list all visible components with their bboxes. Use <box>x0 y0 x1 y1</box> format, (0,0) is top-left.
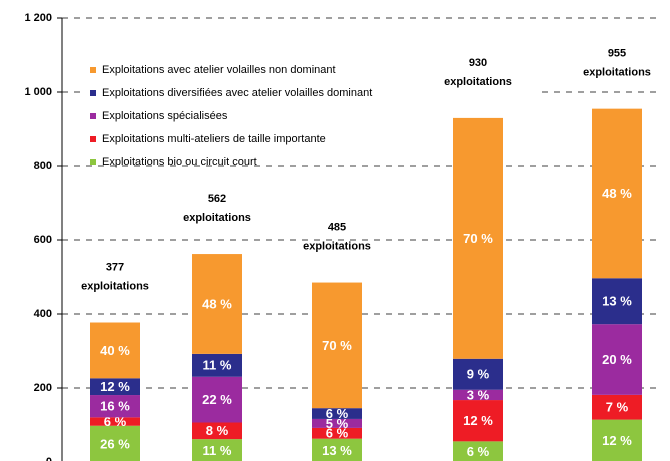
legend-marker <box>90 159 96 165</box>
bar-segment <box>192 254 242 354</box>
y-tick-label: 1 000 <box>24 86 52 98</box>
total-label: 562 <box>208 193 226 205</box>
total-label: 485 <box>328 221 346 233</box>
bar-segment <box>312 282 362 409</box>
total-unit: exploitations <box>81 280 149 292</box>
bar-segment <box>312 427 362 439</box>
total-unit: exploitations <box>444 76 512 88</box>
bar-segment <box>592 324 642 395</box>
bar-segment <box>312 418 362 428</box>
legend-label: Exploitations multi-ateliers de taille i… <box>102 133 326 145</box>
bar-segment <box>90 395 140 418</box>
segment-label: 70 % <box>463 231 493 246</box>
y-tick-label: 200 <box>34 382 52 394</box>
bar-segment <box>90 378 140 396</box>
segment-label: 11 % <box>203 358 232 373</box>
segment-label: 6 % <box>104 414 127 429</box>
segment-label: 20 % <box>602 352 632 367</box>
bar-segment <box>592 278 642 325</box>
y-tick-label: 800 <box>34 160 52 172</box>
segment-label: 22 % <box>202 392 232 407</box>
bar-segment <box>592 419 642 461</box>
segment-label: 48 % <box>202 296 232 311</box>
bar-segment <box>90 417 140 426</box>
segment-label: 12 % <box>463 413 493 428</box>
segment-label: 26 % <box>100 436 130 451</box>
legend-label: Exploitations diversifiées avec atelier … <box>102 87 372 99</box>
bar-segment <box>453 389 503 401</box>
segment-label: 3 % <box>467 387 490 402</box>
legend-label: Exploitations bio ou circuit court <box>102 156 257 168</box>
bar-segment <box>592 394 642 420</box>
segment-label: 6 % <box>467 444 490 459</box>
total-unit: exploitations <box>303 240 371 252</box>
segment-label: 12 % <box>602 433 632 448</box>
bar-segment <box>192 376 242 423</box>
bar-segment <box>90 425 140 461</box>
legend-marker <box>90 136 96 142</box>
segment-label: 11 % <box>203 443 232 458</box>
legend-marker <box>90 67 96 73</box>
segment-label: 13 % <box>322 443 352 458</box>
bar-segment <box>453 441 503 461</box>
segment-label: 16 % <box>100 399 130 414</box>
segment-label: 70 % <box>322 338 352 353</box>
segment-label: 7 % <box>606 400 629 415</box>
y-tick-label: 0 <box>46 456 52 461</box>
legend-marker <box>90 90 96 96</box>
segment-label: 6 % <box>326 426 349 441</box>
segment-label: 13 % <box>602 294 632 309</box>
bar-segment <box>90 322 140 379</box>
total-unit: exploitations <box>583 67 651 79</box>
segment-label: 6 % <box>326 406 349 421</box>
legend-label: Exploitations avec atelier volailles non… <box>102 64 336 76</box>
segment-label: 12 % <box>100 379 130 394</box>
segment-label: 8 % <box>206 423 229 438</box>
legend-label: Exploitations spécialisées <box>102 110 228 122</box>
bar-segment <box>192 353 242 377</box>
bar-segment <box>312 408 362 419</box>
bar-segment <box>312 438 362 461</box>
segment-label: 40 % <box>100 343 130 358</box>
bar-segment <box>453 358 503 390</box>
y-tick-label: 1 200 <box>24 12 52 24</box>
bar-segment <box>192 439 242 461</box>
segment-label: 5 % <box>326 416 349 431</box>
y-tick-label: 400 <box>34 308 52 320</box>
bar-segment <box>453 400 503 442</box>
total-label: 377 <box>106 261 124 273</box>
bar-segment <box>592 108 642 279</box>
segment-label: 48 % <box>602 186 632 201</box>
bar-segment <box>192 422 242 440</box>
total-label: 955 <box>608 48 626 60</box>
total-unit: exploitations <box>183 212 251 224</box>
segment-label: 9 % <box>467 367 490 382</box>
bar-segment <box>453 117 503 359</box>
legend-marker <box>90 113 96 119</box>
total-label: 930 <box>469 57 487 69</box>
y-tick-label: 600 <box>34 234 52 246</box>
